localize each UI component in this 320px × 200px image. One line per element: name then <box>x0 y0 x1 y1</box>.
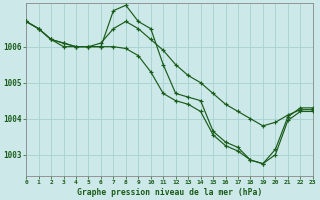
X-axis label: Graphe pression niveau de la mer (hPa): Graphe pression niveau de la mer (hPa) <box>77 188 262 197</box>
